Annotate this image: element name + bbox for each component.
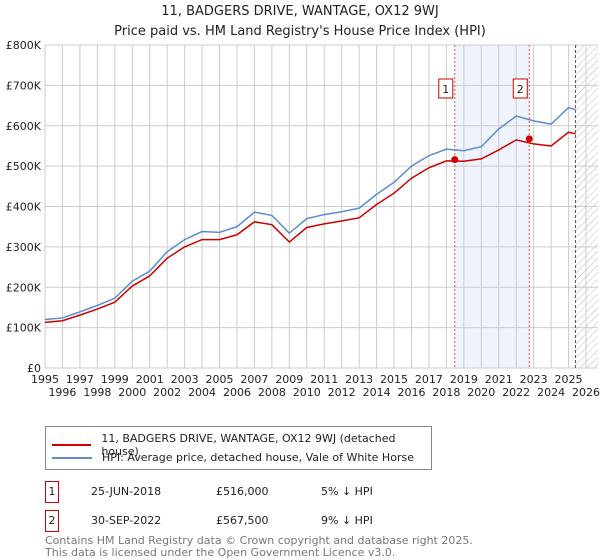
legend-label: 11, BADGERS DRIVE, WANTAGE, OX12 9WJ (de…: [101, 432, 396, 458]
x-tick-label: 2018: [432, 386, 460, 399]
sale-point: [451, 156, 459, 164]
legend-swatch-blue: [52, 456, 92, 459]
chart-subtitle: Price paid vs. HM Land Registry's House …: [114, 24, 486, 39]
x-tick-label: 1995: [31, 373, 59, 386]
x-tick-label: 2019: [450, 373, 478, 386]
marker-badge: 1: [45, 481, 59, 503]
x-tick-label: 2016: [397, 386, 425, 399]
price-paid-line: [44, 131, 576, 324]
sale-point: [525, 135, 533, 143]
x-tick-label: 2013: [345, 373, 373, 386]
sale-badge: [512, 78, 528, 99]
x-tick-label: 2010: [293, 386, 321, 399]
transaction-price: £516,000: [216, 485, 269, 498]
x-tick-label: 1999: [101, 373, 129, 386]
y-tick-label: £800K: [6, 39, 42, 52]
y-tick-label: £500K: [6, 160, 42, 173]
y-tick-label: £700K: [6, 79, 42, 92]
x-tick-label: 2000: [118, 386, 146, 399]
transaction-delta: 5% ↓ HPI: [321, 485, 373, 498]
transaction-row: 1 25-JUN-2018 £516,000 5% ↓ HPI: [45, 481, 600, 503]
x-tick-label: 2025: [555, 373, 583, 386]
x-tick-label: 2011: [310, 373, 338, 386]
x-tick-label: 2001: [136, 373, 164, 386]
x-tick-label: 2021: [485, 373, 513, 386]
sale-badge-label: 1: [442, 83, 449, 96]
x-tick-label: 1996: [48, 386, 76, 399]
x-tick-label: 2002: [153, 386, 181, 399]
footer-line: This data is licensed under the Open Gov…: [45, 546, 396, 559]
x-tick-label: 2012: [328, 386, 356, 399]
legend-item-hpi: HPI: Average price, detached house, Vale…: [52, 451, 414, 464]
x-tick-label: 2003: [171, 373, 199, 386]
x-tick-label: 2015: [380, 373, 408, 386]
y-tick-label: £400K: [6, 201, 42, 214]
x-tick-label: 1997: [66, 373, 94, 386]
transaction-date: 30-SEP-2022: [91, 514, 162, 527]
x-tick-label: 2009: [275, 373, 303, 386]
y-tick-label: £100K: [6, 322, 42, 335]
legend: 11, BADGERS DRIVE, WANTAGE, OX12 9WJ (de…: [45, 426, 432, 470]
chart-svg: 1995199619971998199920002001200220032004…: [6, 39, 600, 399]
x-tick-label: 2024: [537, 386, 565, 399]
marker-badge: 2: [45, 510, 59, 532]
x-tick-label: 2017: [415, 373, 443, 386]
x-tick-label: 1998: [83, 386, 111, 399]
legend-label: HPI: Average price, detached house, Vale…: [102, 451, 414, 464]
sale-badge-label: 2: [517, 83, 524, 96]
y-tick-label: £300K: [6, 241, 42, 254]
x-tick-label: 2020: [467, 386, 495, 399]
x-tick-label: 2022: [502, 386, 530, 399]
transaction-price: £567,500: [216, 514, 269, 527]
transaction-delta: 9% ↓ HPI: [321, 514, 373, 527]
x-tick-label: 2026: [572, 386, 600, 399]
x-tick-label: 2005: [206, 373, 234, 386]
y-tick-label: £200K: [6, 281, 42, 294]
x-tick-label: 2004: [188, 386, 216, 399]
x-tick-label: 2006: [223, 386, 251, 399]
x-tick-label: 2023: [520, 373, 548, 386]
y-tick-label: £600K: [6, 120, 42, 133]
x-tick-label: 2008: [258, 386, 286, 399]
y-tick-label: £0: [27, 362, 41, 375]
footer-line: Contains HM Land Registry data © Crown c…: [45, 534, 473, 547]
legend-swatch-red: [52, 444, 92, 446]
x-tick-label: 2014: [363, 386, 391, 399]
sale-badge: [438, 78, 454, 99]
transaction-date: 25-JUN-2018: [91, 485, 162, 498]
hpi-line: [44, 106, 576, 321]
transaction-row: 2 30-SEP-2022 £567,500 9% ↓ HPI: [45, 510, 600, 532]
x-tick-label: 2007: [240, 373, 268, 386]
legend-item-property: 11, BADGERS DRIVE, WANTAGE, OX12 9WJ (de…: [52, 432, 431, 458]
chart-title: 11, BADGERS DRIVE, WANTAGE, OX12 9WJ: [161, 4, 439, 19]
